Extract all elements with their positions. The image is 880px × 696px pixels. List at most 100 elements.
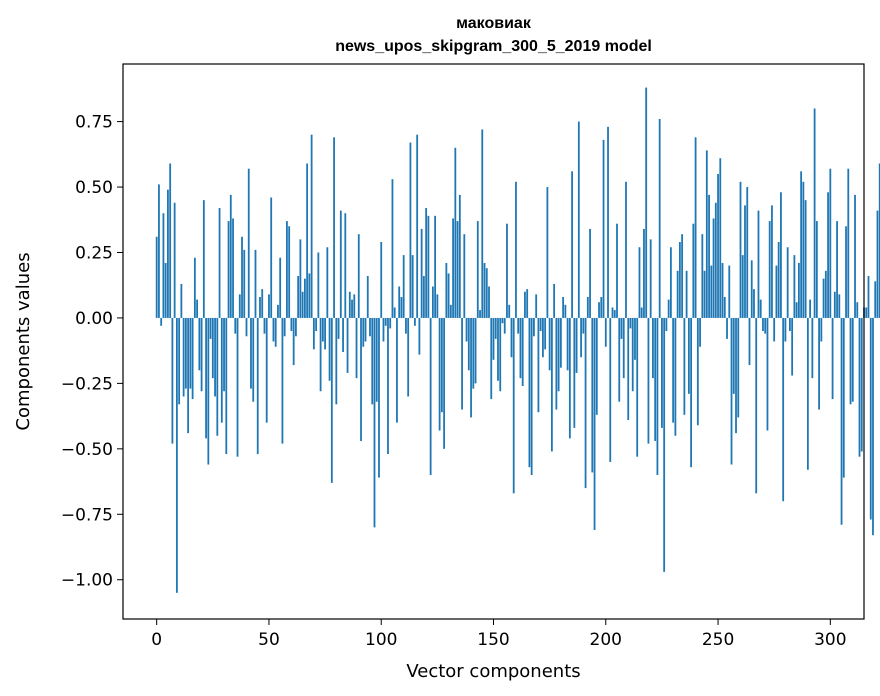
bar-104	[389, 317, 392, 329]
bar-223	[656, 317, 659, 476]
bar-151	[494, 317, 497, 339]
bar-200	[604, 317, 607, 347]
y-tick-label: −0.75	[61, 505, 113, 525]
bar-102	[384, 317, 387, 326]
bar-189	[580, 317, 582, 358]
bar-135	[458, 194, 461, 318]
x-axis: 0 50 100 150 200 250 300	[151, 619, 847, 650]
y-tick-label: 0.00	[75, 309, 113, 329]
bar-22	[205, 317, 207, 439]
bar-24	[209, 317, 212, 339]
bar-115	[414, 317, 416, 326]
bar-127	[440, 317, 443, 413]
bar-31	[225, 317, 228, 455]
bar-272	[766, 317, 769, 431]
bar-278	[780, 192, 782, 318]
bar-23	[207, 317, 210, 465]
chart-title: маковиак	[456, 15, 532, 32]
bar-227	[665, 317, 668, 332]
bar-202	[609, 317, 612, 462]
bar-14	[187, 317, 190, 434]
bar-319	[872, 317, 874, 536]
bar-243	[701, 234, 704, 318]
bar-46	[259, 297, 261, 318]
bar-131	[449, 304, 452, 318]
bar-179	[557, 317, 560, 392]
bar-197	[598, 302, 600, 318]
bar-110	[402, 255, 405, 318]
bar-287	[800, 171, 803, 318]
bar-258	[735, 317, 737, 434]
bar-193	[589, 228, 591, 318]
bars-group	[155, 87, 880, 593]
bar-209	[625, 181, 627, 318]
bar-290	[806, 317, 809, 470]
bar-57	[283, 317, 286, 337]
bar-106	[393, 307, 396, 318]
bar-7	[171, 317, 174, 444]
bar-128	[443, 317, 445, 449]
y-tick-label: −0.50	[61, 440, 113, 460]
bar-305	[840, 317, 843, 525]
bar-72	[317, 252, 320, 318]
bar-26	[214, 317, 216, 397]
bar-277	[777, 242, 780, 318]
bar-298	[824, 270, 827, 318]
bar-124	[434, 215, 437, 318]
bar-109	[400, 297, 403, 318]
bar-261	[741, 255, 744, 318]
bar-309	[849, 317, 852, 405]
bar-19	[198, 317, 201, 371]
bar-149	[490, 317, 493, 400]
bar-35	[234, 317, 237, 334]
bar-267	[755, 317, 758, 494]
bar-98	[375, 317, 378, 402]
bar-320	[874, 281, 877, 318]
bar-206	[618, 317, 621, 402]
bar-170	[537, 317, 540, 413]
bar-273	[768, 221, 771, 318]
bar-6	[169, 163, 172, 318]
bar-17	[193, 257, 196, 318]
bar-45	[256, 317, 259, 455]
y-tick-label: 0.25	[75, 243, 113, 263]
bar-10	[178, 317, 181, 405]
bar-0	[155, 236, 158, 318]
bar-241	[696, 317, 699, 426]
bar-216	[640, 307, 643, 318]
bar-89	[355, 317, 358, 379]
bar-313	[858, 317, 861, 457]
bar-103	[387, 317, 389, 455]
chart-subtitle: news_upos_skipgram_300_5_2019 model	[335, 38, 652, 55]
bar-18	[196, 299, 198, 318]
bar-132	[452, 218, 454, 318]
bar-217	[643, 228, 645, 318]
bar-142	[474, 317, 477, 384]
bar-20	[200, 317, 203, 392]
bar-250	[717, 173, 719, 318]
bar-130	[447, 273, 450, 318]
bar-83	[342, 317, 344, 352]
x-tick-label: 200	[590, 630, 622, 650]
bar-147	[485, 268, 488, 318]
bar-119	[422, 276, 425, 318]
bar-228	[667, 299, 670, 318]
bar-285	[795, 302, 798, 318]
bar-97	[373, 317, 376, 528]
bar-107	[396, 317, 398, 423]
bar-59	[288, 226, 291, 318]
bar-139	[467, 317, 470, 371]
bar-219	[647, 317, 650, 444]
bar-92	[362, 317, 365, 347]
bar-163	[521, 317, 524, 387]
bar-262	[744, 205, 746, 318]
bar-150	[492, 317, 495, 360]
bar-284	[793, 255, 796, 318]
bar-304	[838, 294, 841, 318]
bar-236	[685, 270, 688, 318]
bar-299	[827, 192, 829, 318]
bar-282	[789, 317, 791, 332]
bar-90	[357, 234, 360, 318]
bar-201	[607, 126, 609, 318]
